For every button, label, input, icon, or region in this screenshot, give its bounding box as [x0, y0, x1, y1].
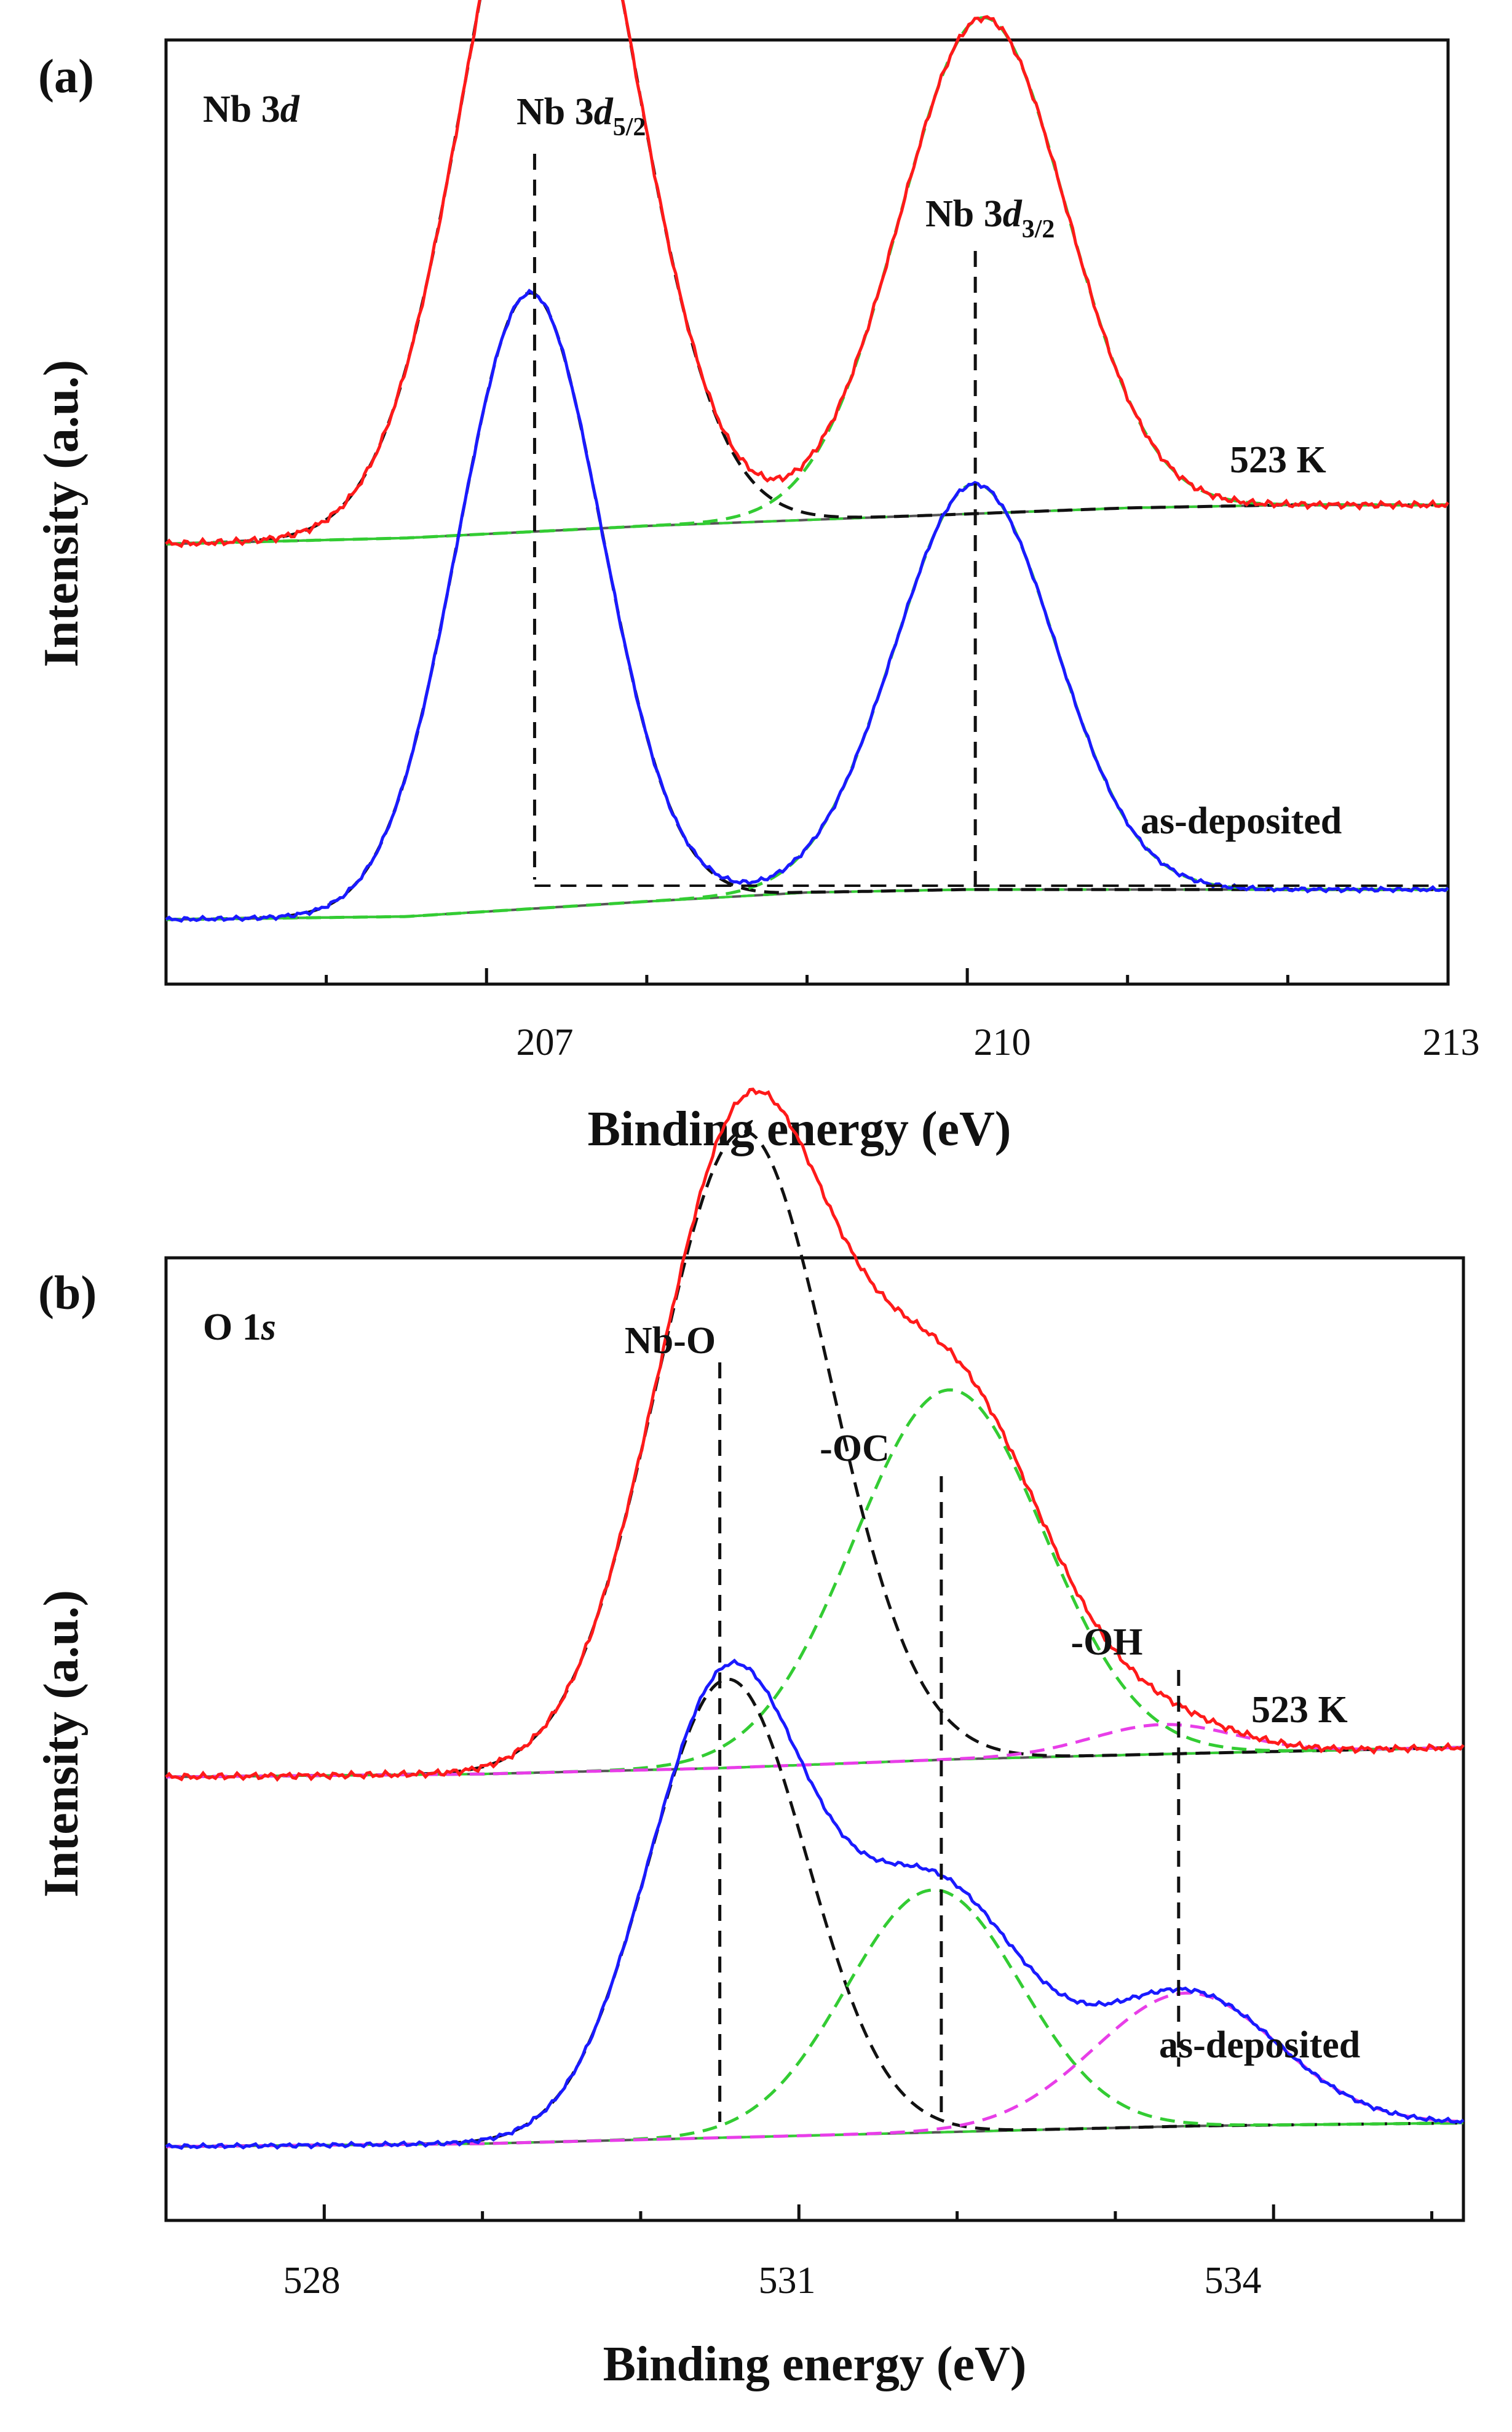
panel-a-y-axis-title: Intensity (a.u.): [34, 360, 89, 667]
panel-a-curve-label-523k: 523 K: [1230, 439, 1326, 481]
panel-a-x-ticks: [325, 968, 1450, 984]
panel-b-peak-label-oh: -OH: [1071, 1621, 1142, 1663]
panel-b-series-1-fit-oc: [166, 1888, 1464, 2148]
panel-b-label: (b): [38, 1266, 97, 1319]
panel-a-curve-label-as-deposited: as-deposited: [1141, 800, 1342, 842]
panel-a-series-1-fit-nb3d32: [165, 482, 1448, 921]
panel-a-1-baseline: [165, 888, 1448, 921]
panel-b: (b) O 1s 528 531 534 Binding energy (eV)…: [34, 1087, 1465, 2391]
panel-b-reference-lines: [718, 1362, 1181, 2122]
panel-b-x-tick-label-528: 528: [283, 2260, 341, 2302]
panel-b-x-tick-label-531: 531: [759, 2260, 816, 2302]
panel-b-peak-label-nb-o: Nb-O: [625, 1320, 716, 1362]
panel-b-x-tick-label-534: 534: [1205, 2260, 1262, 2302]
panel-b-0-baseline-fit: [166, 1746, 1464, 1778]
panel-b-y-axis-title: Intensity (a.u.): [34, 1590, 89, 1898]
panel-b-curve-label-as-deposited: as-deposited: [1159, 2024, 1360, 2066]
panel-a-series-523-k: [165, 0, 1449, 549]
panel-a-peak-label-3d52: Nb 3d5/2: [517, 91, 646, 141]
panel-b-curve-label-523k: 523 K: [1251, 1689, 1348, 1731]
panel-a-peak-label-3d32: Nb 3d3/2: [925, 193, 1055, 244]
panel-b-series-523-k: [165, 1087, 1465, 1782]
panel-b-x-axis-title: Binding energy (eV): [603, 2337, 1027, 2391]
panel-a-curves: [165, 0, 1449, 923]
panel-a: (a) Nb 3d 207 210 213 Binding energy (eV…: [34, 0, 1480, 1156]
panel-a-1-baseline-fit: [165, 888, 1448, 921]
panel-a-label: (a): [38, 49, 94, 103]
panel-a-x-axis-title: Binding energy (eV): [588, 1102, 1011, 1156]
panel-b-series-0-fit-nbo: [166, 1129, 1464, 1779]
panel-a-series-0-fit-nb3d32: [165, 16, 1448, 546]
panel-b-frame: [164, 1256, 1465, 2222]
panel-a-title: Nb 3d: [203, 89, 300, 130]
panel-b-x-ticks: [322, 2204, 1434, 2220]
panel-a-x-tick-label-210: 210: [974, 1022, 1031, 1063]
panel-b-series-as-deposited: [165, 1658, 1465, 2150]
panel-b-peak-label-oc: -OC: [820, 1428, 890, 1469]
panel-a-series-0-fit-nb3d52: [165, 0, 1448, 546]
panel-a-x-tick-label-213: 213: [1423, 1022, 1480, 1063]
panel-b-title: O 1s: [203, 1306, 276, 1348]
panel-a-reference-lines: [532, 154, 1448, 887]
panel-b-1-baseline-fit: [166, 2121, 1464, 2148]
panel-b-curves: [165, 1087, 1465, 2150]
panel-a-x-tick-label-207: 207: [517, 1022, 574, 1063]
